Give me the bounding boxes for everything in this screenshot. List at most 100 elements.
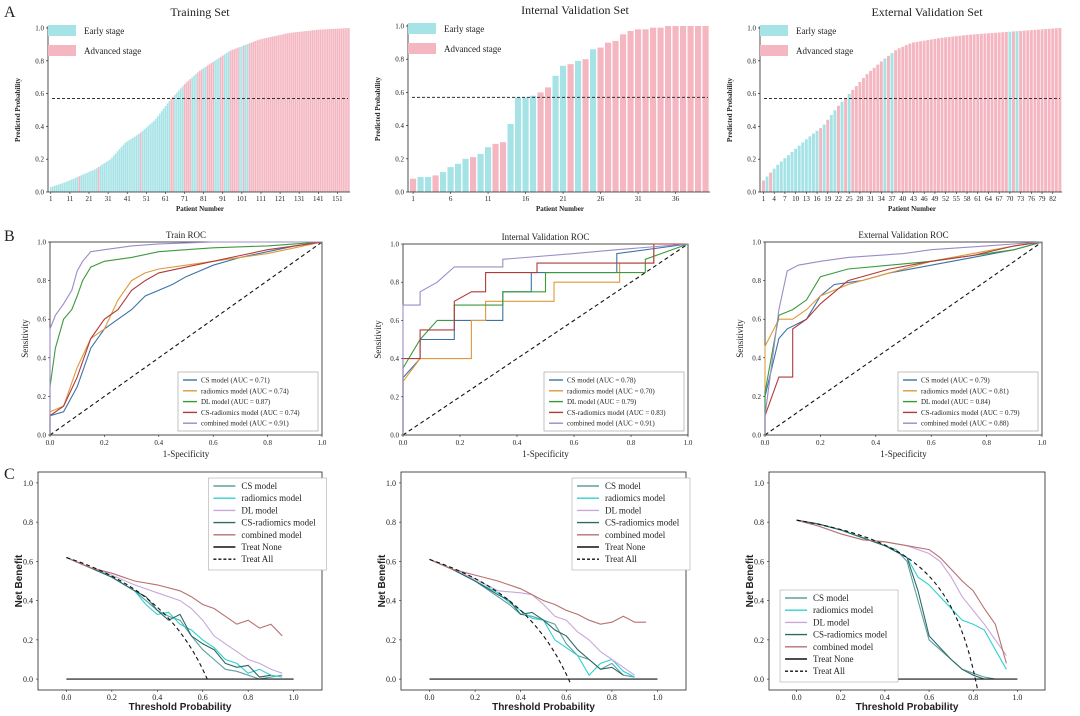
y-tick-label: 0.8 [390, 279, 399, 287]
legend-label: CS-radiomics model [241, 518, 316, 528]
bar-external [962, 35, 965, 192]
bar-train [292, 32, 295, 193]
panel-letter-a: A [4, 4, 16, 21]
bar-internal [410, 178, 417, 192]
x-tick-label: 58 [964, 195, 972, 203]
bar-internal [635, 29, 642, 192]
bar-external [851, 89, 855, 192]
bar-train [55, 185, 58, 192]
x-axis-label: 1-Specificity [880, 449, 927, 459]
bar-external [783, 158, 787, 192]
bar-train [265, 37, 268, 192]
bar-external [976, 34, 980, 193]
y-tick-label: 0.8 [754, 518, 764, 527]
bar-train [260, 39, 262, 192]
bar-train [317, 29, 320, 192]
bar-external [819, 128, 823, 192]
bar-train [281, 34, 283, 192]
bar-train [338, 28, 341, 193]
bar-train [158, 113, 161, 192]
y-axis-label: Predicted Probability [14, 77, 22, 142]
dca-curve-dca_dl [66, 556, 283, 674]
roc-curve-combined [49, 241, 322, 435]
y-tick-label: 0.0 [390, 432, 399, 440]
roc-curve-combined [764, 241, 1043, 435]
bar-external [947, 36, 951, 192]
legend-label: CS model [241, 481, 277, 491]
x-tick-label: 0.2 [107, 693, 117, 702]
bar-train [141, 130, 144, 192]
bar-train [162, 108, 165, 192]
bar-internal [477, 153, 484, 192]
bar-train [149, 124, 151, 192]
bar-external [987, 33, 990, 192]
bar-external [794, 148, 798, 192]
bar-train [139, 132, 142, 192]
bar-external [815, 130, 819, 192]
roc-curve-csrad [402, 243, 688, 435]
bar-external [797, 145, 801, 192]
bar-train [176, 92, 178, 192]
bar-train [252, 41, 255, 192]
bar-external [879, 61, 883, 193]
x-tick-label: 0.0 [425, 693, 435, 702]
y-tick-label: 0.4 [754, 597, 764, 606]
legend-label: Treat None [605, 542, 645, 552]
bar-train [221, 55, 224, 192]
x-axis-label: Threshold Probability [492, 702, 595, 713]
bar-train [307, 30, 310, 193]
x-tick-label: 61 [162, 195, 170, 203]
legend-label: DL model [241, 505, 278, 515]
bar-external [854, 85, 858, 192]
bar-internal [680, 26, 687, 192]
bar-train [242, 45, 245, 193]
x-tick-label: 34 [878, 195, 886, 203]
bar-external [872, 67, 876, 192]
x-tick-label: 52 [942, 195, 950, 203]
bar-external [779, 161, 783, 192]
legend-label: CS-radiomics model (AUC = 0.74) [201, 409, 300, 417]
x-tick-label: 0.2 [456, 439, 465, 447]
dca-curve-dca_csrad [429, 558, 624, 676]
bar-train [304, 31, 306, 193]
bar-train [237, 47, 239, 192]
bar-internal [605, 42, 612, 192]
bar-external [1058, 28, 1062, 192]
x-tick-label: 131 [294, 195, 305, 203]
y-tick-label: 0.2 [390, 393, 399, 401]
legend-box [543, 371, 685, 432]
bar-internal [665, 26, 672, 192]
x-axis-label: Threshold Probability [129, 702, 232, 713]
bar-internal [485, 147, 492, 192]
bar-train [264, 38, 266, 192]
bar-external [983, 33, 987, 192]
bar-train [321, 29, 323, 192]
bar-internal [567, 64, 574, 192]
dca-curve-all [66, 556, 208, 680]
legend-label: Treat None [813, 654, 853, 664]
x-tick-label: 0.8 [627, 439, 636, 447]
bar-train [51, 186, 54, 192]
plot-frame [400, 471, 687, 691]
x-tick-label: 1.0 [1012, 693, 1022, 702]
bar-internal [507, 123, 514, 192]
x-tick-label: 0.2 [836, 693, 846, 702]
x-tick-label: 21 [86, 195, 94, 203]
legend-swatch-advanced [48, 45, 76, 56]
legend-label: combined model (AUC = 0.91) [201, 420, 289, 428]
chance-diagonal [764, 241, 1043, 436]
bar-train [72, 178, 75, 192]
y-axis-label: Net Benefit [377, 554, 388, 607]
bar-train [199, 70, 201, 192]
bar-train [285, 33, 287, 193]
bar-train [206, 65, 209, 192]
bar-train [342, 28, 344, 192]
bar-train [76, 176, 79, 192]
bar-train [57, 184, 60, 192]
bar-train [286, 33, 289, 193]
legend-label: CS-radiomics model (AUC = 0.83) [567, 409, 666, 417]
bar-train [111, 157, 113, 192]
bar-train [155, 118, 157, 192]
bar-train [195, 74, 197, 192]
y-tick-label: 0.2 [754, 636, 764, 645]
